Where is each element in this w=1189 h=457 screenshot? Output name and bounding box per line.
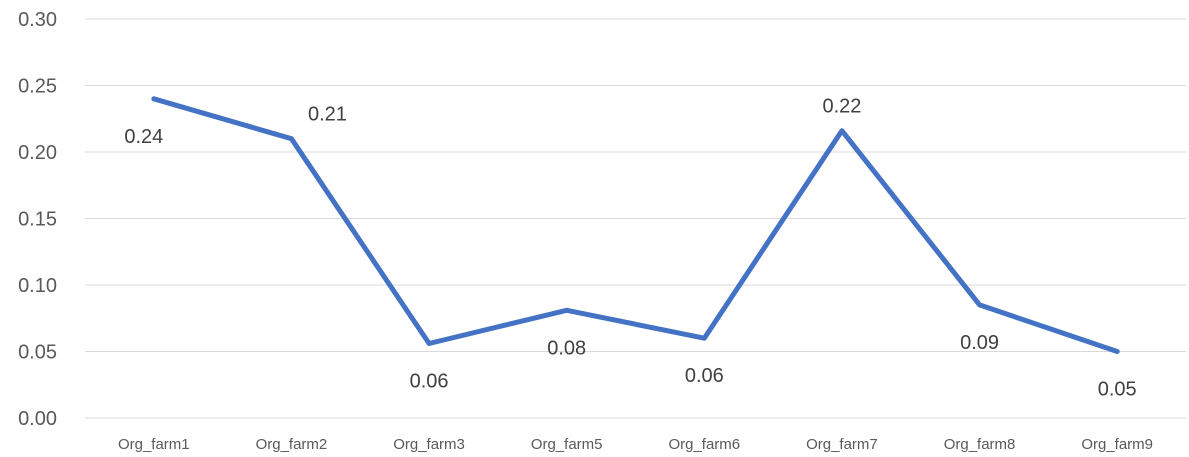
data-label: 0.05 xyxy=(1098,379,1137,401)
data-label: 0.06 xyxy=(410,371,449,393)
y-axis-tick-labels: 0.00 0.05 0.10 0.15 0.20 0.25 0.30 xyxy=(18,9,57,430)
data-label: 0.09 xyxy=(960,332,999,354)
series-line xyxy=(151,96,1120,354)
data-label: 0.24 xyxy=(124,126,163,148)
y-tick-label: 0.20 xyxy=(18,142,57,164)
y-tick-label: 0.30 xyxy=(18,9,57,31)
data-label: 0.06 xyxy=(685,365,724,387)
x-tick-label: Org_farm2 xyxy=(256,436,328,453)
data-labels: 0.24 0.21 0.06 0.08 0.06 0.22 0.09 0.05 xyxy=(124,96,1136,401)
x-tick-label: Org_farm9 xyxy=(1081,436,1153,453)
x-tick-label: Org_farm5 xyxy=(531,436,603,453)
data-label: 0.08 xyxy=(547,337,586,359)
y-tick-label: 0.15 xyxy=(18,209,57,231)
y-tick-label: 0.10 xyxy=(18,275,57,297)
y-tick-label: 0.25 xyxy=(18,76,57,98)
x-tick-label: Org_farm8 xyxy=(944,436,1016,453)
data-label: 0.21 xyxy=(308,104,347,126)
series-line-layer xyxy=(151,96,1120,354)
x-tick-label: Org_farm3 xyxy=(393,436,465,453)
gridlines xyxy=(85,18,1186,419)
y-tick-label: 0.05 xyxy=(18,342,57,364)
x-tick-label: Org_farm6 xyxy=(668,436,740,453)
data-label: 0.22 xyxy=(822,96,861,118)
y-tick-label: 0.00 xyxy=(18,408,57,430)
x-axis-tick-labels: Org_farm1 Org_farm2 Org_farm3 Org_farm5 Org_… xyxy=(118,436,1153,453)
x-tick-label: Org_farm7 xyxy=(806,436,878,453)
x-tick-label: Org_farm1 xyxy=(118,436,190,453)
